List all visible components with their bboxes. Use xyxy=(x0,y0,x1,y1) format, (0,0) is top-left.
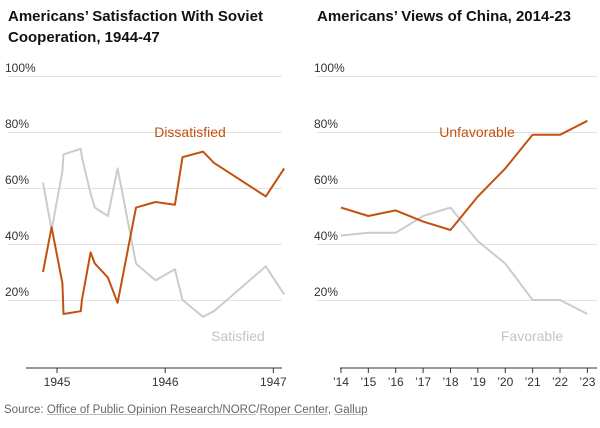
source-link-roper-center[interactable]: Roper Center xyxy=(259,404,328,416)
chart-title-soviet: Americans’ Satisfaction With Soviet Coop… xyxy=(8,8,263,46)
y-tick-label: 40% xyxy=(5,229,29,243)
x-tick-label: ’23 xyxy=(579,375,595,389)
source-separator: / xyxy=(256,404,260,416)
y-tick-label: 20% xyxy=(5,285,29,299)
source-link-opor-norc[interactable]: Office of Public Opinion Research/NORC xyxy=(46,404,257,416)
y-tick-label: 80% xyxy=(314,117,338,131)
chart-china: 100% 80% 60% 40% 20% ’14 ’15 ’16 ’17 ’18 ’19 ’20 ’21… xyxy=(314,61,597,389)
series-line-dissatisfied xyxy=(42,150,286,315)
series-line-unfavorable xyxy=(340,119,588,231)
x-tick-label: ’16 xyxy=(388,375,404,389)
y-tick-label: 60% xyxy=(5,173,29,187)
series-line-satisfied xyxy=(42,147,286,318)
x-tick-label: 1947 xyxy=(260,375,287,389)
series-line-favorable xyxy=(340,206,588,315)
x-tick-label: ’21 xyxy=(525,375,541,389)
y-tick-label: 40% xyxy=(314,229,338,243)
x-tick-label: ’18 xyxy=(442,375,458,389)
source-prefix: Source: xyxy=(4,404,44,416)
charts-canvas: 100% 80% 60% 40% 20% 1945 1946 1947 Dissatisfied… xyxy=(5,61,597,389)
series-label-favorable: Favorable xyxy=(501,328,563,344)
y-tick-label: 20% xyxy=(314,285,338,299)
y-tick-label: 60% xyxy=(314,173,338,187)
source-note: Source: Office of Public Opinion Researc… xyxy=(4,404,368,416)
chart-title-china: Americans’ Views of China, 2014-23 xyxy=(317,8,572,25)
series-label-unfavorable: Unfavorable xyxy=(439,124,515,140)
series-label-satisfied: Satisfied xyxy=(211,328,265,344)
x-tick-label: ’20 xyxy=(497,375,513,389)
y-tick-label: 100% xyxy=(314,61,345,75)
y-tick-label: 100% xyxy=(5,61,36,75)
series-label-dissatisfied: Dissatisfied xyxy=(154,124,226,140)
x-tick-label: ’15 xyxy=(360,375,376,389)
source-separator: , xyxy=(327,404,335,416)
x-tick-label: ’22 xyxy=(552,375,568,389)
chart-soviet: 100% 80% 60% 40% 20% 1945 1946 1947 Dissatisfied… xyxy=(5,61,287,389)
x-tick-label: ’17 xyxy=(415,375,431,389)
x-tick-label: ’14 xyxy=(333,375,349,389)
x-tick-label: ’19 xyxy=(470,375,486,389)
y-tick-label: 80% xyxy=(5,117,29,131)
source-link-gallup[interactable]: Gallup xyxy=(334,404,368,416)
x-tick-label: 1946 xyxy=(152,375,179,389)
x-tick-label: 1945 xyxy=(44,375,71,389)
